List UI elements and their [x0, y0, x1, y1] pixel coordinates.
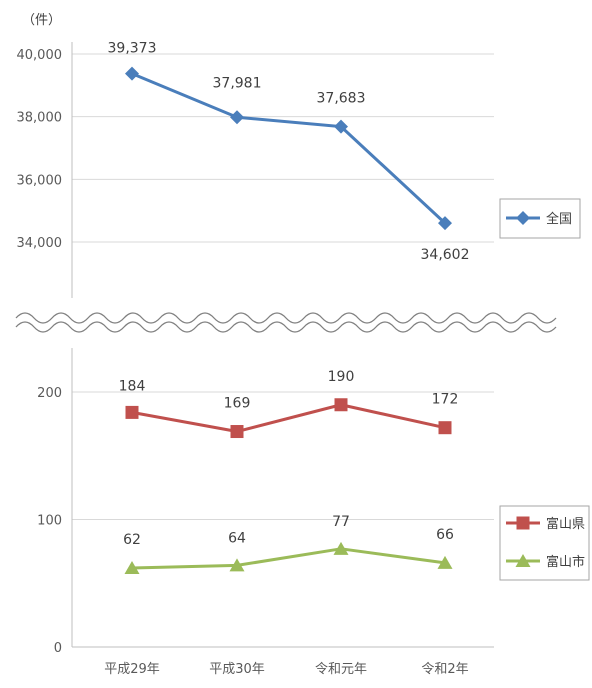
data-label: 37,981 [213, 75, 262, 91]
data-point-marker [125, 405, 139, 419]
series-line [131, 72, 447, 225]
lower-y-tick-label: 0 [54, 641, 62, 656]
axis-break-wave [15, 312, 557, 333]
legend-upper: 全国 [499, 198, 581, 239]
legend-box [499, 505, 590, 581]
data-label: 34,602 [421, 247, 470, 263]
series-全国: 39,373 37,981 37,683 34,602 [108, 41, 470, 263]
data-label: 39,373 [108, 41, 157, 57]
lower-series: 184 169 190 172 62 64 77 66 [119, 369, 459, 574]
lower-gridlines [72, 391, 494, 520]
legend-swatch-marker [516, 211, 530, 225]
data-label: 77 [332, 514, 350, 530]
x-tick-label: 平成30年 [209, 662, 265, 677]
y-axis-unit-label: （件） [22, 13, 61, 28]
lower-y-tick-label: 100 [37, 514, 62, 529]
legend-swatch-marker [516, 516, 530, 530]
x-tick-labels: 平成29年 平成30年 令和元年 令和2年 [104, 662, 468, 677]
legend-label: 富山県 [546, 516, 585, 532]
legend-label: 全国 [546, 211, 572, 227]
data-point-marker [124, 560, 140, 574]
upper-y-tick-labels: 40,000 38,000 36,000 34,000 [17, 48, 63, 251]
data-point-marker [229, 558, 245, 572]
data-point-marker [438, 421, 452, 435]
data-label: 190 [328, 369, 355, 385]
data-label: 37,683 [317, 91, 366, 107]
legend-item-全国: 全国 [506, 211, 572, 227]
x-tick-label: 令和元年 [315, 662, 367, 677]
legend-swatch-marker [515, 554, 531, 567]
data-point-marker [334, 119, 348, 134]
lower-y-tick-labels: 200 100 0 [37, 386, 62, 656]
data-point-marker [437, 555, 453, 569]
data-label: 66 [436, 527, 454, 543]
data-point-marker [438, 216, 452, 231]
series-富山市: 62 64 77 66 [123, 514, 454, 574]
upper-y-tick-label: 36,000 [17, 173, 63, 188]
upper-y-tick-label: 40,000 [17, 48, 63, 63]
data-label: 172 [432, 392, 459, 408]
series-line [131, 403, 446, 434]
x-tick-label: 令和2年 [421, 662, 468, 677]
data-point-marker [125, 66, 139, 81]
data-point-marker [230, 110, 244, 125]
series-line [131, 547, 446, 570]
upper-y-tick-label: 38,000 [17, 111, 63, 126]
upper-series: 39,373 37,981 37,683 34,602 [108, 41, 470, 263]
data-point-marker [333, 541, 349, 555]
upper-y-tick-label: 34,000 [17, 236, 63, 251]
data-label: 169 [224, 396, 251, 412]
data-point-marker [334, 398, 348, 412]
legend-label: 富山市 [546, 554, 585, 570]
data-label: 64 [228, 530, 246, 546]
legend-item-富山県: 富山県 [506, 516, 585, 532]
data-label: 62 [123, 532, 141, 548]
upper-gridlines [72, 53, 494, 243]
legend-item-富山市: 富山市 [506, 554, 585, 570]
lower-y-tick-label: 200 [37, 386, 62, 401]
data-point-marker [230, 425, 244, 439]
data-label: 184 [119, 378, 146, 394]
series-富山県: 184 169 190 172 [119, 369, 459, 439]
x-tick-label: 平成29年 [104, 662, 160, 677]
